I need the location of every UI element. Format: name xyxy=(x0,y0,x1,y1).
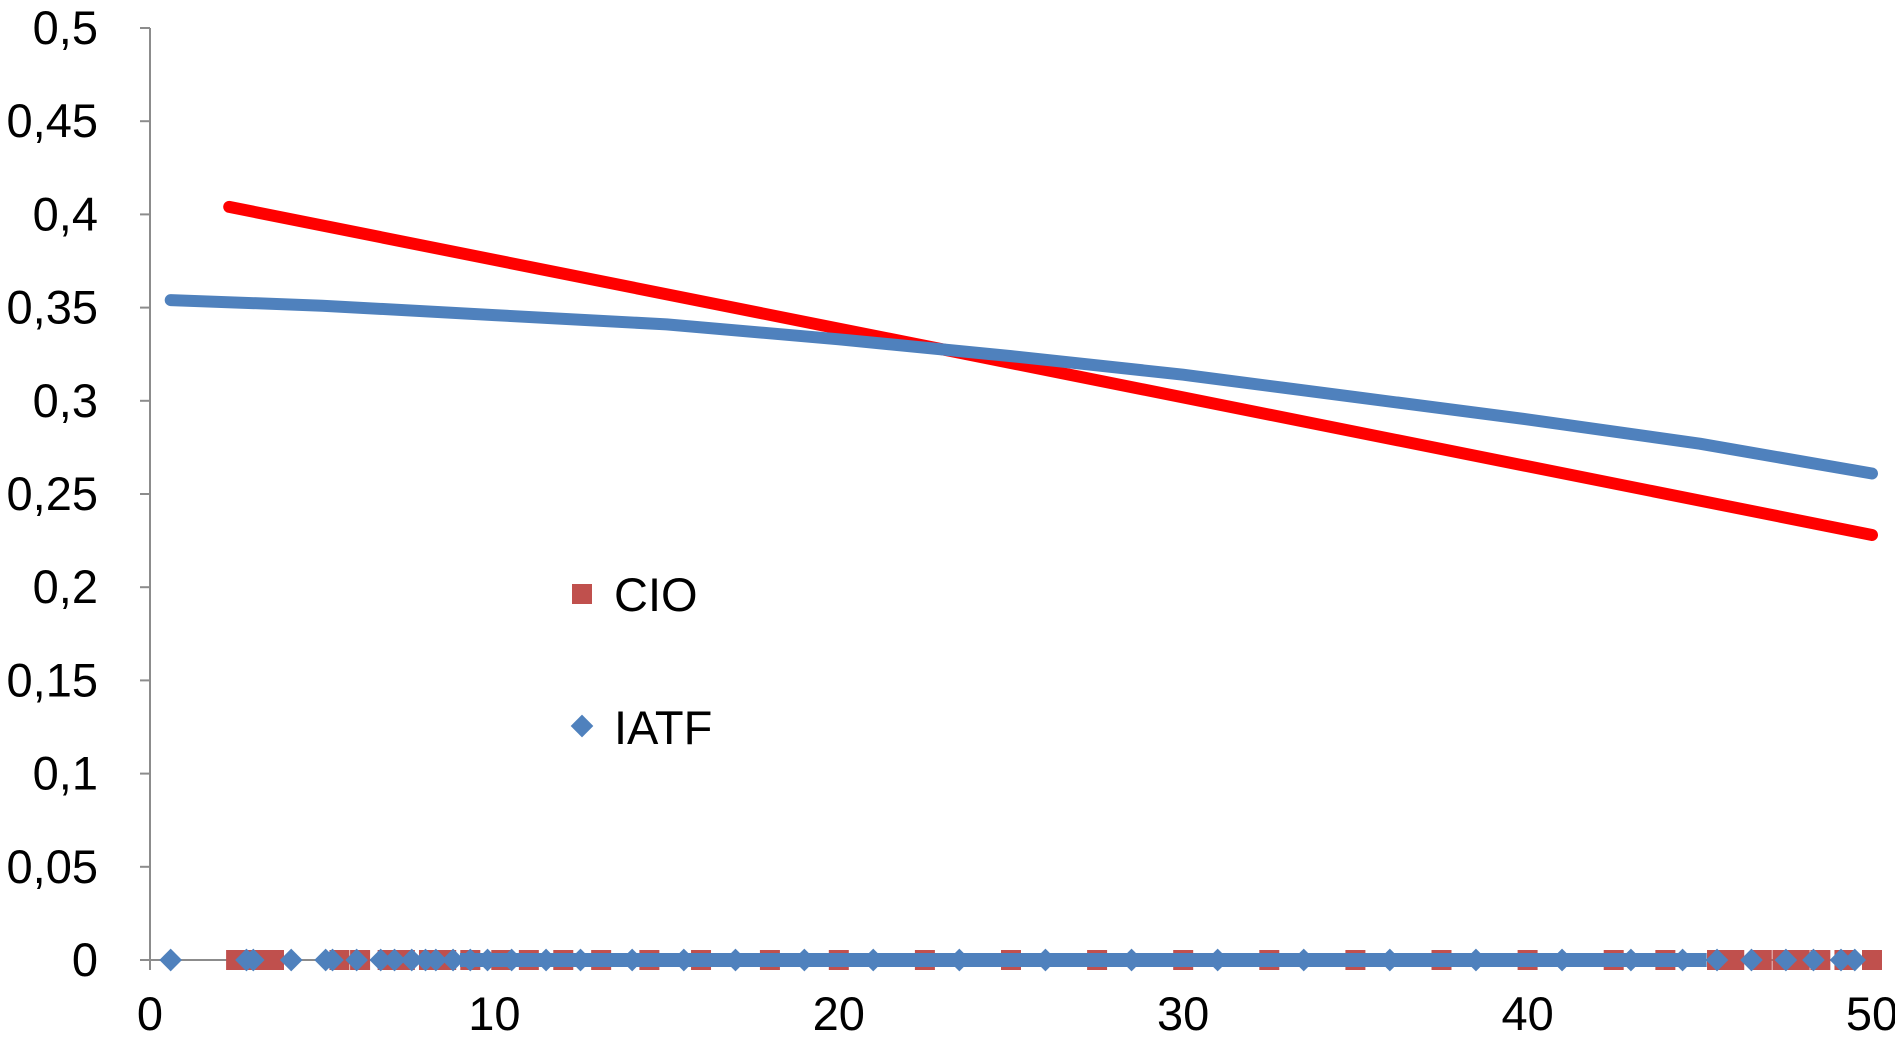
y-tick-label: 0,3 xyxy=(33,374,98,427)
trendline-cio xyxy=(223,200,1878,541)
data-point-cio xyxy=(1862,950,1882,970)
data-point-iatf xyxy=(1774,948,1798,972)
y-axis: 0 0,05 0,1 0,15 0,2 0,25 0,3 0,35 0,4 0,45 0,5 xyxy=(7,1,151,986)
trendlines xyxy=(164,200,1878,541)
legend-marker-iatf xyxy=(570,714,594,738)
x-tick-label: 40 xyxy=(1501,987,1553,1040)
trendline-iatf xyxy=(164,294,1878,480)
x-tick-label: 20 xyxy=(813,987,865,1040)
data-markers xyxy=(159,948,1882,972)
y-tick-label: 0,1 xyxy=(33,747,98,800)
data-point-iatf xyxy=(159,948,182,972)
legend-item-iatf: IATF xyxy=(570,701,712,754)
legend: CIO IATF xyxy=(570,568,712,754)
data-point-iatf xyxy=(383,948,406,972)
y-tick-group: 0 0,05 0,1 0,15 0,2 0,25 0,3 0,35 0,4 0,45 0,5 xyxy=(7,1,150,986)
data-point-iatf xyxy=(400,948,424,972)
y-tick-label: 0,4 xyxy=(33,187,98,240)
data-point-iatf xyxy=(1802,948,1825,972)
data-point-iatf xyxy=(1740,948,1763,972)
x-tick-label: 0 xyxy=(137,987,163,1040)
x-tick-label: 10 xyxy=(468,987,520,1040)
y-tick-label: 0,15 xyxy=(7,653,98,706)
x-axis: 0 10 20 30 40 50 xyxy=(137,959,1895,1040)
data-point-iatf xyxy=(441,948,465,972)
legend-label-cio: CIO xyxy=(614,568,698,621)
legend-item-cio: CIO xyxy=(572,568,698,621)
data-point-iatf xyxy=(321,948,344,972)
data-point-iatf xyxy=(279,948,303,972)
data-point-cio xyxy=(1724,950,1745,970)
data-point-iatf xyxy=(424,948,448,972)
data-point-iatf xyxy=(1705,948,1729,972)
y-tick-label: 0,35 xyxy=(7,281,98,334)
x-tick-group: 0 10 20 30 40 50 xyxy=(137,960,1895,1040)
x-tick-label: 30 xyxy=(1157,987,1209,1040)
data-point-iatf xyxy=(1829,948,1853,972)
data-point-iatf xyxy=(345,948,368,972)
legend-label-iatf: IATF xyxy=(614,701,712,754)
data-point-iatf xyxy=(1843,948,1867,972)
data-point-iatf xyxy=(369,948,393,972)
data-point-cio xyxy=(263,950,284,970)
y-tick-label: 0 xyxy=(72,933,98,986)
legend-marker-cio xyxy=(572,584,592,604)
y-tick-label: 0,45 xyxy=(7,94,98,147)
y-tick-label: 0,2 xyxy=(33,560,98,613)
y-tick-label: 0,05 xyxy=(7,840,98,893)
x-tick-label: 50 xyxy=(1846,987,1895,1040)
y-tick-label: 0,5 xyxy=(33,1,98,54)
data-point-cio xyxy=(1789,950,1810,970)
y-tick-label: 0,25 xyxy=(7,467,98,520)
dense-points-band xyxy=(459,953,1707,967)
